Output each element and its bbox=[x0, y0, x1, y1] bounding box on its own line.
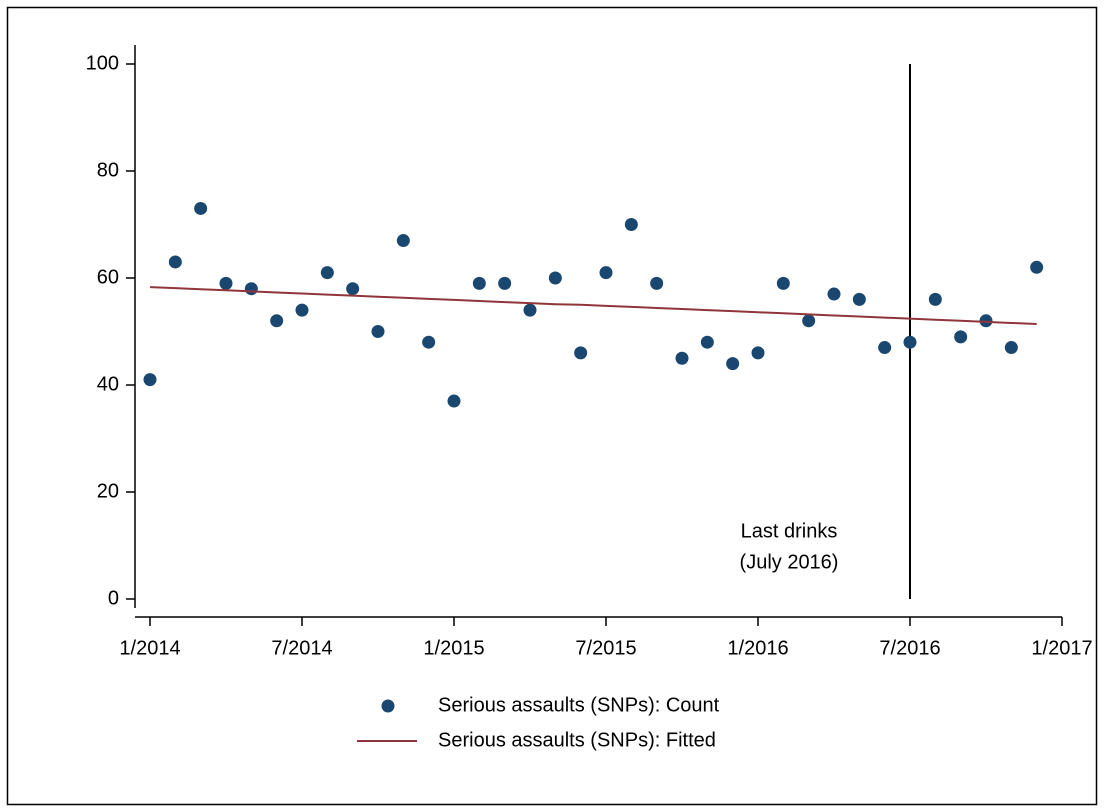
x-tick-label: 7/2016 bbox=[879, 637, 940, 659]
legend-label: Serious assaults (SNPs): Count bbox=[438, 694, 720, 716]
point bbox=[396, 234, 410, 248]
x-tick-label: 7/2015 bbox=[575, 637, 636, 659]
x-tick-label: 1/2015 bbox=[423, 637, 484, 659]
point bbox=[751, 346, 765, 360]
point bbox=[371, 325, 385, 338]
point bbox=[244, 282, 258, 296]
annotation-text: (July 2016) bbox=[740, 551, 839, 573]
point bbox=[219, 276, 233, 290]
point bbox=[1030, 260, 1044, 274]
point bbox=[878, 341, 892, 355]
chart-border bbox=[6, 6, 1098, 806]
point bbox=[295, 303, 309, 317]
point bbox=[548, 271, 562, 285]
point bbox=[320, 266, 334, 280]
point bbox=[903, 335, 917, 349]
legend-label: Serious assaults (SNPs): Fitted bbox=[438, 729, 716, 751]
y-tick-label: 20 bbox=[97, 480, 119, 502]
y-tick-label: 40 bbox=[97, 373, 119, 395]
point bbox=[827, 287, 841, 301]
x-tick-label: 1/2016 bbox=[727, 637, 788, 659]
point bbox=[346, 282, 360, 296]
point bbox=[168, 255, 182, 269]
point bbox=[143, 373, 157, 387]
point bbox=[776, 276, 790, 290]
point bbox=[802, 314, 816, 328]
point bbox=[447, 394, 461, 408]
point bbox=[928, 292, 942, 306]
point bbox=[675, 351, 689, 365]
point bbox=[700, 335, 714, 349]
point bbox=[726, 357, 740, 371]
point bbox=[574, 346, 588, 360]
y-tick-label: 60 bbox=[97, 266, 119, 288]
point bbox=[954, 330, 968, 344]
point bbox=[1004, 341, 1018, 355]
point bbox=[194, 201, 208, 215]
y-tick-label: 80 bbox=[97, 159, 119, 181]
y-tick-label: 0 bbox=[108, 587, 119, 609]
x-tick-label: 7/2014 bbox=[271, 637, 332, 659]
y-tick-label: 100 bbox=[86, 52, 119, 74]
fitted-line bbox=[149, 286, 1037, 326]
point bbox=[599, 266, 613, 280]
point bbox=[852, 292, 866, 306]
point bbox=[270, 314, 284, 328]
point bbox=[472, 276, 486, 290]
point bbox=[650, 276, 664, 290]
annotation-text: Last drinks bbox=[741, 520, 838, 542]
x-tick-label: 1/2014 bbox=[119, 637, 180, 659]
point bbox=[498, 276, 512, 290]
point bbox=[979, 314, 993, 328]
x-tick-label: 1/2017 bbox=[1031, 637, 1092, 659]
point bbox=[422, 335, 436, 349]
point bbox=[624, 218, 638, 231]
legend-marker bbox=[381, 699, 395, 713]
point bbox=[523, 303, 537, 317]
